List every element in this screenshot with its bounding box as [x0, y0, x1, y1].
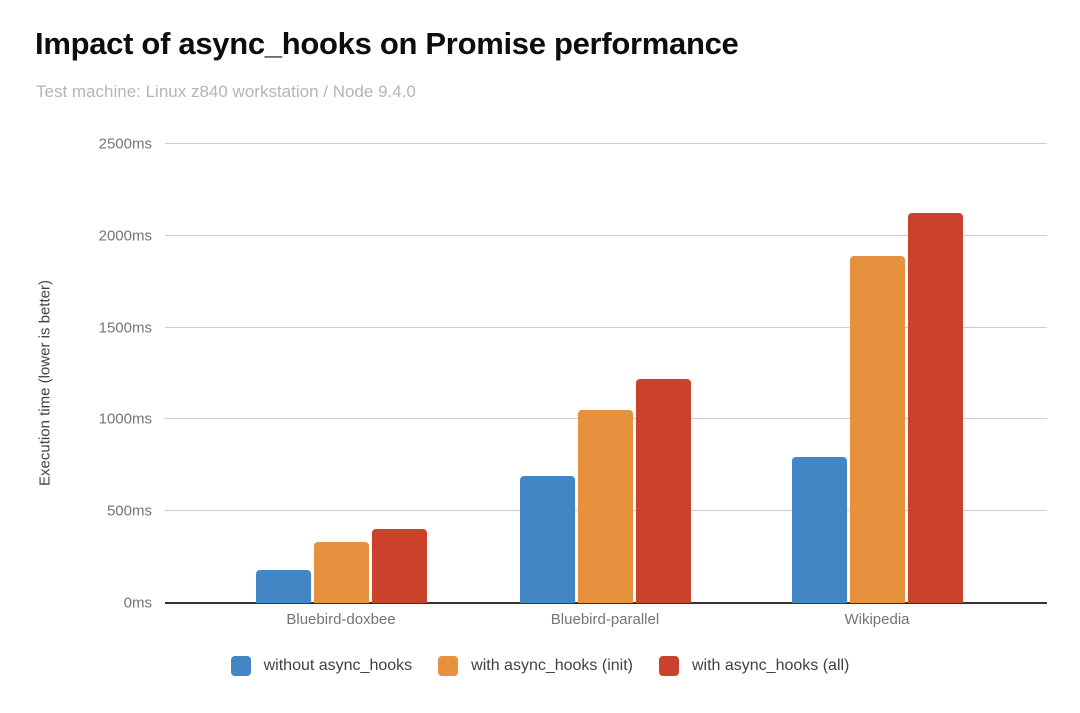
bar — [791, 457, 847, 603]
legend: without async_hooks with async_hooks (ini… — [0, 656, 1080, 676]
x-category-label: Bluebird-parallel — [550, 611, 660, 628]
x-category-label: Bluebird-doxbee — [286, 611, 396, 628]
gridline-2500 — [165, 143, 1047, 144]
bar — [313, 541, 369, 603]
bar — [577, 410, 633, 603]
y-tick-label-500: 500ms — [106, 502, 152, 520]
bar-group-Bluebird-parallel — [519, 379, 691, 603]
bar — [255, 570, 311, 603]
y-axis-title: Execution time (lower is better) — [36, 280, 54, 486]
y-tick-label-0: 0ms — [123, 594, 152, 612]
legend-item: with async_hooks (all) — [658, 656, 850, 676]
legend-swatch-icon — [658, 656, 679, 676]
chart-subtitle: Test machine: Linux z840 workstation / N… — [36, 82, 416, 101]
bar-group-Bluebird-doxbee — [255, 528, 427, 603]
x-category-label: Wikipedia — [844, 611, 910, 628]
legend-item: without async_hooks — [230, 656, 413, 676]
bar — [635, 379, 691, 603]
legend-swatch-icon — [230, 656, 251, 676]
legend-item: with async_hooks (init) — [438, 656, 633, 676]
gridline-2000 — [165, 234, 1047, 236]
gridline-1500 — [165, 326, 1047, 328]
y-tick-label-1500: 1500ms — [98, 319, 152, 337]
bar — [907, 212, 963, 603]
bar — [519, 476, 575, 603]
bar — [849, 256, 905, 603]
y-tick-label-2000: 2000ms — [98, 227, 152, 245]
bar — [371, 528, 427, 603]
chart-title: Impact of async_hooks on Promise perform… — [35, 26, 739, 61]
legend-swatch-icon — [438, 656, 459, 676]
bar-group-Wikipedia — [791, 212, 963, 603]
legend-label: with async_hooks (all) — [691, 657, 850, 674]
y-tick-label-1000: 1000ms — [98, 410, 152, 428]
legend-label: with async_hooks (init) — [471, 657, 633, 674]
x-axis-line — [165, 602, 1047, 604]
y-tick-label-2500: 2500ms — [98, 135, 152, 153]
legend-label: without async_hooks — [263, 657, 413, 674]
plot-area — [165, 143, 1047, 604]
